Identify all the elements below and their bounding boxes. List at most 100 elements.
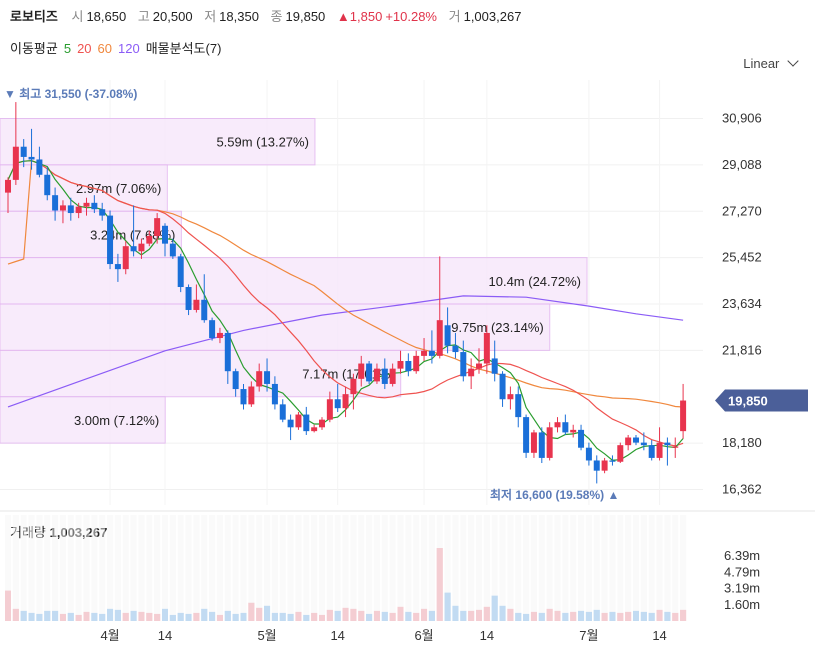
- candle-body: [295, 414, 302, 428]
- volume-bg-column: [232, 515, 239, 621]
- volume-bg-column: [625, 515, 632, 621]
- y-tick-label: 23,634: [722, 296, 762, 311]
- change-pct: +10.28%: [385, 9, 437, 24]
- volume-bg-column: [672, 515, 679, 621]
- candle-body: [366, 363, 373, 382]
- volume-profile-label: 7.17m (17.01%): [302, 367, 395, 382]
- volume-bg-column: [366, 515, 373, 621]
- change-value: ▲1,850: [336, 9, 383, 24]
- volume-bg-column: [373, 515, 380, 621]
- volume-bg-column: [585, 515, 592, 621]
- scale-dropdown[interactable]: Linear: [743, 55, 799, 71]
- volume-tick-label: 6.39m: [724, 548, 760, 563]
- volume-bg-column: [633, 515, 639, 621]
- volume-bg-column: [59, 515, 66, 621]
- volume-bg-column: [546, 515, 553, 621]
- candle-body: [59, 205, 66, 211]
- candle-body: [91, 202, 98, 210]
- candle-body: [570, 429, 577, 433]
- candle-body: [507, 394, 514, 400]
- candle-body: [5, 179, 11, 193]
- volume-bg-column: [114, 515, 121, 621]
- volume-bg-column: [562, 515, 569, 621]
- volume-bg-column: [287, 515, 294, 621]
- volume-bg-column: [185, 515, 192, 621]
- candle-body: [436, 320, 443, 356]
- candle-body: [107, 215, 114, 265]
- volume-bg-column: [421, 515, 428, 621]
- volume-bg-column: [507, 515, 514, 621]
- volume-bg-column: [530, 515, 537, 621]
- candle-body: [460, 352, 467, 377]
- ma60-label: 60: [97, 41, 113, 56]
- candle-body: [83, 202, 90, 207]
- volume-bg-column: [28, 515, 35, 621]
- candle-body: [625, 437, 632, 446]
- candle-body: [256, 371, 263, 387]
- candle-body: [287, 419, 294, 428]
- x-tick-label: 14: [158, 628, 172, 643]
- candle-body: [389, 368, 396, 384]
- candle-body: [515, 394, 522, 418]
- volume-bg-column: [295, 515, 302, 621]
- ma120-line: [7, 295, 684, 408]
- volume-bg-column: [138, 515, 145, 621]
- volume-bg-column: [601, 515, 608, 621]
- close-label: 종: [270, 9, 283, 24]
- candle-body: [578, 429, 585, 448]
- candle-body: [201, 299, 208, 321]
- volume-bg-column: [578, 515, 585, 621]
- candle-body: [476, 363, 482, 369]
- volume-bg-column: [405, 515, 412, 621]
- volume-bg-column: [468, 515, 475, 621]
- volume-bg-column: [5, 515, 11, 621]
- volume-profile-bar: [0, 349, 402, 398]
- candle-body: [326, 399, 333, 420]
- candle-body: [216, 332, 223, 339]
- volume-bg-column: [240, 515, 247, 621]
- x-tick-label: 4월: [100, 628, 119, 643]
- candle-body: [491, 358, 498, 374]
- volume-bg-column: [476, 515, 482, 621]
- x-tick-label: 5월: [257, 628, 276, 643]
- candle-body: [12, 146, 19, 180]
- candle-body: [154, 218, 161, 236]
- candle-body: [397, 360, 404, 369]
- open-label: 시: [71, 9, 84, 24]
- volume-bg-column: [656, 515, 663, 621]
- candle-body: [311, 427, 318, 432]
- volume-bg-column: [201, 515, 208, 621]
- candle-body: [428, 350, 435, 356]
- candle-body: [413, 355, 420, 372]
- candle-body: [209, 320, 216, 339]
- candle-body: [303, 414, 310, 432]
- candle-body: [99, 209, 106, 216]
- candle-body: [523, 417, 530, 453]
- candle-body: [342, 394, 349, 409]
- volume-label: 거: [448, 9, 461, 24]
- candle-body: [185, 287, 192, 310]
- high-marker: ▼ 최고 31,550 (-37.08%): [4, 86, 137, 101]
- y-tick-label: 25,452: [722, 250, 762, 265]
- y-tick-label: 16,362: [722, 482, 762, 497]
- candle-body: [664, 442, 671, 446]
- moving-average-legend[interactable]: 이동평균 5 20 60 120 매물분석도(7): [10, 38, 227, 57]
- ma20-label: 20: [77, 41, 92, 56]
- candle-body: [483, 332, 490, 364]
- candle-body: [52, 195, 59, 211]
- candle-body: [656, 442, 663, 458]
- candle-body: [381, 368, 388, 384]
- current-price-label: 19,850: [728, 394, 768, 409]
- candle-body: [562, 422, 569, 433]
- candle-body: [44, 174, 51, 196]
- volume-bg-column: [640, 515, 647, 621]
- candle-body: [358, 363, 365, 379]
- volume-bg-column: [342, 515, 349, 621]
- candle-body: [177, 256, 184, 288]
- volume-bg-column: [350, 515, 357, 621]
- volume-value: 1,003,267: [463, 9, 522, 24]
- volume-bg-column: [554, 515, 561, 621]
- volume-bg-column: [146, 515, 153, 621]
- candle-body: [609, 460, 616, 462]
